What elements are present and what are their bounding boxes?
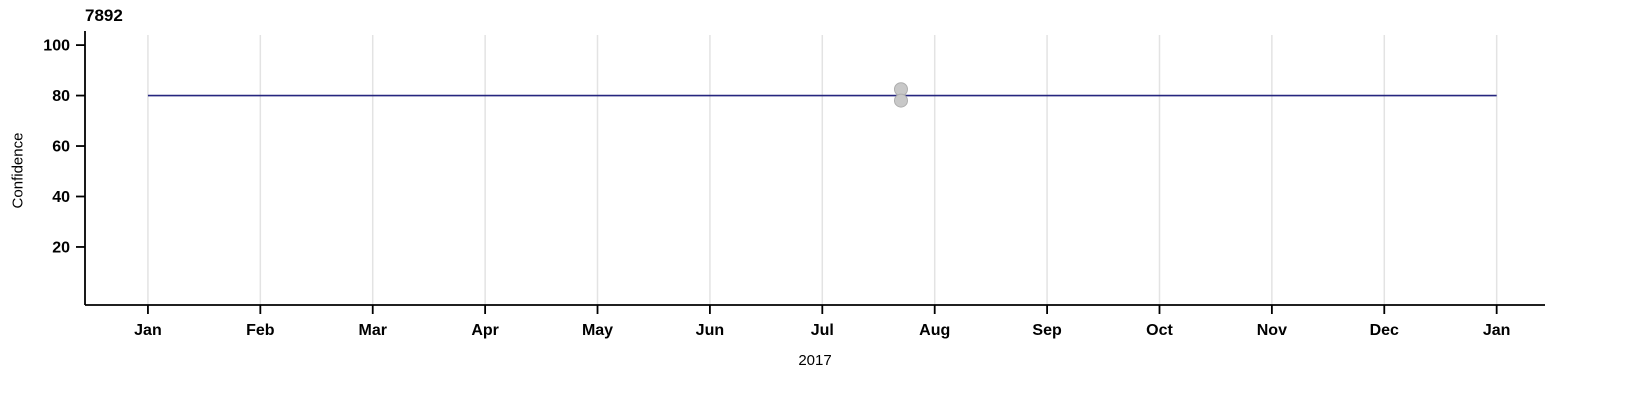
x-tick-label: Jul	[811, 322, 834, 339]
x-tick-label: Jan	[1483, 322, 1511, 339]
x-tick-label: Nov	[1257, 322, 1287, 339]
chart-title: 7892	[85, 6, 123, 25]
x-axis-label: 2017	[798, 352, 832, 369]
y-tick-label: 100	[43, 38, 70, 55]
y-tick-label: 80	[52, 88, 70, 105]
x-tick-label: Sep	[1032, 322, 1062, 339]
x-tick-label: Dec	[1370, 322, 1399, 339]
x-tick-label: May	[582, 322, 613, 339]
x-tick-label: Feb	[246, 322, 275, 339]
y-tick-label: 60	[52, 139, 70, 156]
x-tick-label: Jun	[696, 322, 724, 339]
y-tick-label: 40	[52, 189, 70, 206]
x-tick-label: Oct	[1146, 322, 1173, 339]
x-tick-label: Mar	[359, 322, 387, 339]
x-tick-label: Jan	[134, 322, 162, 339]
x-tick-label: Aug	[919, 322, 950, 339]
y-axis-label: Confidence	[9, 132, 27, 209]
data-point	[893, 93, 908, 108]
y-tick-label: 20	[52, 240, 70, 257]
x-tick-label: Apr	[471, 322, 499, 339]
